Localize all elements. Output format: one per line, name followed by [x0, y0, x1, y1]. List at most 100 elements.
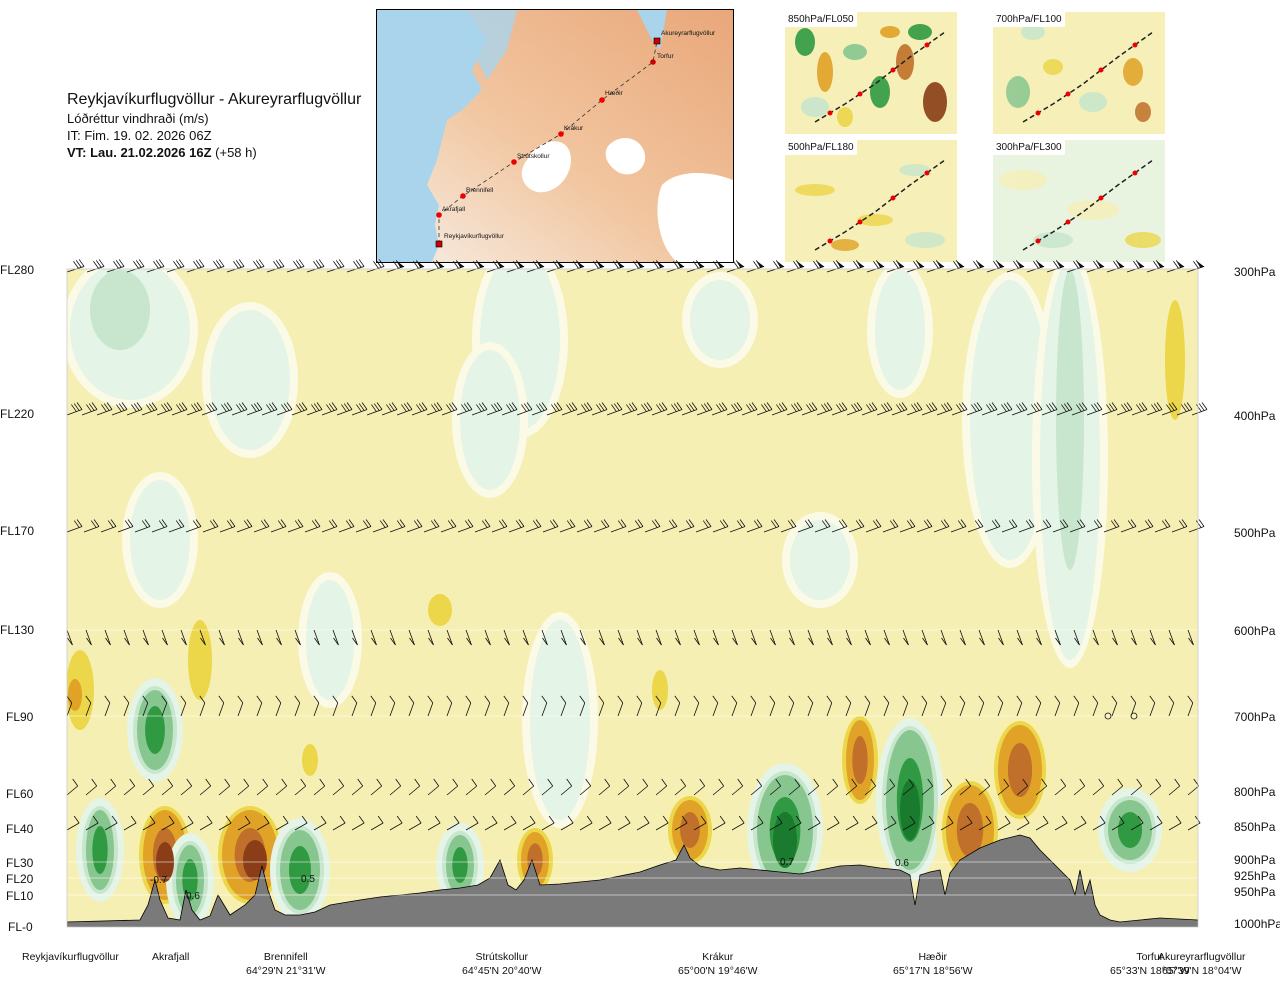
- wind-barb-shaft: [845, 702, 852, 717]
- wind-barb-feather: [506, 404, 512, 412]
- wind-barb-feather: [218, 695, 225, 704]
- wind-barb-feather: [775, 260, 782, 268]
- wind-barb-shaft: [123, 785, 135, 796]
- wind-barb-feather: [416, 519, 423, 527]
- wind-barb-feather: [243, 520, 250, 528]
- wind-barb-feather: [435, 260, 442, 268]
- wind-barb-feather: [496, 260, 505, 268]
- wind-barb-feather: [838, 403, 845, 411]
- location-name: Hæðir: [918, 951, 948, 963]
- wind-barb-feather: [467, 519, 474, 527]
- wind-barb-shaft: [674, 629, 681, 646]
- wind-barb-feather: [865, 637, 871, 646]
- wind-barb-feather: [333, 261, 339, 269]
- wind-barb-feather: [658, 403, 665, 411]
- wind-barb-feather: [510, 815, 517, 824]
- wind-barb-shaft: [655, 702, 662, 717]
- wind-barb-shaft: [921, 785, 933, 796]
- wind-barb-shaft: [1131, 409, 1148, 416]
- wind-barb-feather: [485, 637, 491, 646]
- mini-map-850hpa: 850hPa/FL050: [785, 12, 957, 134]
- wind-barb-feather: [436, 402, 443, 410]
- wind-barb-shaft: [218, 702, 225, 717]
- wind-barb-feather: [566, 404, 572, 412]
- wind-barb-feather: [618, 637, 624, 646]
- wind-barb-shaft: [1146, 409, 1163, 416]
- valid-time-text: VT: Lau. 21.02.2026 16Z: [67, 145, 212, 160]
- cell-core-6: [680, 812, 700, 848]
- wind-barb-shaft: [731, 822, 745, 831]
- wind-barb-shaft: [864, 629, 871, 646]
- wind-barb-feather: [940, 520, 947, 528]
- wind-barb-feather: [168, 815, 175, 824]
- wind-barb-feather: [586, 402, 593, 410]
- wind-barb-shaft: [693, 822, 707, 831]
- wind-barb-feather: [908, 778, 915, 787]
- wind-barb-feather: [1093, 520, 1100, 528]
- mini-map-300hpa: 300hPa/FL300: [993, 140, 1165, 262]
- wind-barb-feather: [568, 403, 575, 411]
- wind-barb-feather: [263, 815, 270, 824]
- wind-barb-feather: [143, 637, 149, 646]
- wind-barb-feather: [826, 402, 833, 410]
- wind-barb-shaft: [636, 785, 648, 796]
- wind-barb-feather: [133, 403, 140, 411]
- calm-wind-circle-0: [1104, 712, 1112, 720]
- wind-barb-feather: [434, 815, 441, 824]
- wind-barb-shaft: [237, 702, 244, 717]
- wind-barb-shaft: [134, 526, 151, 533]
- wind-barb-feather: [598, 695, 605, 704]
- wind-barb-shaft: [171, 409, 188, 416]
- wind-barb-feather: [1130, 695, 1137, 704]
- wind-barb-shaft: [465, 702, 472, 717]
- wind-barb-feather: [311, 520, 318, 528]
- wind-barb-shaft: [1086, 526, 1103, 533]
- wind-barb-shaft: [826, 785, 838, 796]
- wind-barb-shaft: [731, 702, 738, 717]
- wind-barb-feather: [551, 404, 557, 412]
- wind-barb-shaft: [591, 409, 608, 416]
- wind-barb-feather: [1055, 637, 1061, 646]
- wind-barb-feather: [852, 815, 859, 824]
- wind-barb-feather: [979, 637, 985, 646]
- wind-barb-feather: [656, 404, 662, 412]
- wind-barb-shaft: [598, 702, 605, 717]
- wind-barb-shaft: [180, 629, 187, 646]
- wind-barb-feather: [129, 778, 136, 787]
- wind-barb-feather: [314, 637, 320, 646]
- wind-barb-feather: [991, 402, 998, 410]
- wind-barb-shaft: [355, 526, 372, 533]
- wind-barb-feather: [536, 404, 542, 412]
- wind-barb-shaft: [731, 629, 738, 646]
- wind-barb-feather: [1018, 403, 1025, 411]
- wind-barb-feather: [238, 637, 244, 646]
- wind-barb-shaft: [304, 526, 321, 533]
- wind-barb-feather: [617, 520, 624, 528]
- wind-barb-feather: [1187, 695, 1194, 704]
- data-label-akrafjall: -0.7: [150, 875, 168, 886]
- wind-barb-feather: [173, 261, 179, 269]
- wind-barb-feather: [433, 261, 439, 269]
- wind-barb-feather: [476, 260, 485, 268]
- wind-barb-feather: [977, 519, 984, 527]
- route-waypoints: [435, 37, 661, 248]
- wind-barb-feather: [66, 695, 73, 704]
- wind-barb-shaft: [389, 785, 401, 796]
- wind-barb-shaft: [902, 822, 916, 831]
- wind-barb-shaft: [636, 822, 650, 831]
- wind-barb-shaft: [541, 822, 555, 831]
- wind-barb-feather: [206, 404, 212, 412]
- wind-barb-shaft: [231, 409, 248, 416]
- wind-barb-feather: [916, 260, 925, 268]
- wind-barb-feather: [296, 404, 302, 412]
- wind-barb-feather: [187, 815, 194, 824]
- wind-barb-feather: [1141, 402, 1148, 410]
- field-neg-9: [130, 480, 190, 600]
- wind-barb-feather: [1106, 404, 1112, 412]
- wind-barb-shaft: [1069, 526, 1086, 533]
- wind-barb-shaft: [997, 785, 1009, 796]
- wind-barb-feather: [581, 404, 587, 412]
- wind-barb-feather: [716, 260, 725, 268]
- wind-barb-shaft: [1149, 785, 1161, 796]
- wind-barb-shaft: [560, 629, 567, 646]
